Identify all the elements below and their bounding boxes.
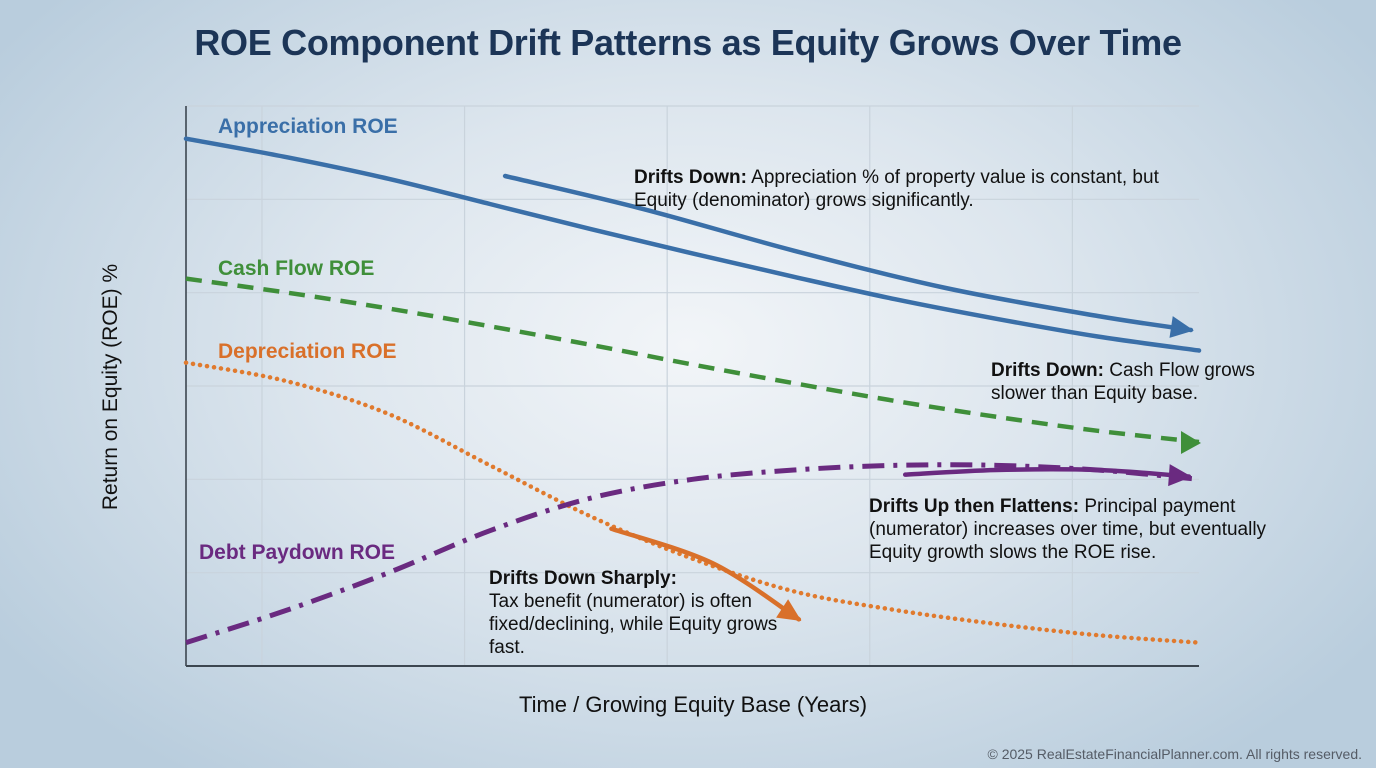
- annotation-arrow-debt-paydown: [902, 467, 1192, 479]
- annotation-arrow-debt-paydown-head: [1168, 464, 1192, 487]
- axes: [185, 106, 1199, 667]
- series-line-appreciation: [183, 136, 1202, 353]
- annotation-cash-flow-bold: Drifts Down:: [991, 360, 1104, 381]
- arrowhead-cash-flow: [1181, 431, 1201, 454]
- series-line-debt-paydown: [185, 462, 1200, 646]
- annotation-debt-paydown-text: Principal payment (numerator) increases …: [869, 496, 1267, 563]
- annotation-appreciation-text: Appreciation % of property value is cons…: [634, 167, 1159, 211]
- series-label-debt-paydown: Debt Paydown ROE: [199, 541, 396, 564]
- annotation-arrow-appreciation: [502, 173, 1194, 333]
- annotation-arrow-depreciation: [609, 526, 802, 622]
- copyright-notice: © 2025 RealEstateFinancialPlanner.com. A…: [987, 746, 1362, 762]
- annotation-cash-flow: Drifts Down: Cash Flow grows slower than…: [991, 359, 1291, 405]
- series-lines: [183, 136, 1202, 646]
- annotation-depreciation-text: Tax benefit (numerator) is often fixed/d…: [489, 591, 778, 658]
- series-label-appreciation: Appreciation ROE: [218, 115, 398, 138]
- annotation-debt-paydown: Drifts Up then Flattens: Principal payme…: [869, 495, 1289, 564]
- series-label-depreciation: Depreciation ROE: [218, 340, 397, 363]
- annotation-appreciation-bold: Drifts Down:: [634, 167, 747, 188]
- x-axis-label: Time / Growing Equity Base (Years): [518, 692, 868, 717]
- series-line-depreciation: [183, 360, 1202, 645]
- annotation-cash-flow-text: Cash Flow grows slower than Equity base.: [991, 360, 1255, 404]
- annotation-depreciation-bold: Drifts Down Sharply:: [489, 568, 677, 589]
- annotation-debt-paydown-bold: Drifts Up then Flattens:: [869, 496, 1080, 517]
- annotation-arrow-depreciation-head: [776, 599, 802, 621]
- y-axis-label: Return on Equity (ROE) %: [99, 263, 122, 511]
- annotation-appreciation: Drifts Down: Appreciation % of property …: [634, 166, 1174, 212]
- annotation-arrows: [502, 173, 1194, 622]
- annotation-depreciation: Drifts Down Sharply: Tax benefit (numerat…: [489, 567, 789, 659]
- chart-title: ROE Component Drift Patterns as Equity G…: [194, 22, 1182, 63]
- series-label-cash-flow: Cash Flow ROE: [218, 257, 375, 280]
- annotation-arrow-appreciation-head: [1169, 316, 1194, 338]
